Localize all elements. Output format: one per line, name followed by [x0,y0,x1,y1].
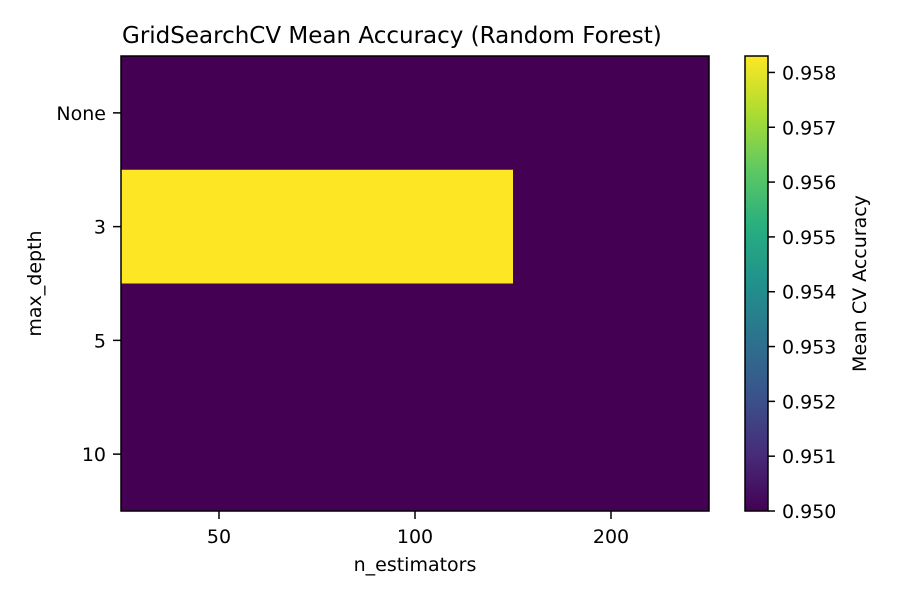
x-tick-label: 100 [397,526,433,548]
colorbar-tick-label: 0.958 [782,62,836,84]
colorbar-ticks: 0.950 0.951 0.952 0.953 0.954 0.955 0.956 0.957… [768,62,836,523]
colorbar-tick-label: 0.951 [782,446,836,468]
heatmap-cell-3-200 [513,169,710,284]
y-axis-label: max_depth [24,230,46,336]
x-tick-label: 50 [207,526,231,548]
heatmap-cell-None-50 [121,56,318,171]
x-tick-label: 200 [593,526,629,548]
heatmap-cell-10-100 [317,397,514,512]
y-tick-label: None [56,103,106,125]
colorbar-tick-label: 0.956 [782,172,836,194]
colorbar-tick-label: 0.953 [782,337,836,359]
heatmap-cell-None-100 [317,56,514,171]
colorbar-tick-label: 0.952 [782,391,836,413]
colorbar-tick-label: 0.954 [782,282,836,304]
y-axis-ticks: None 3 5 10 [56,103,121,466]
colorbar-tick-label: 0.955 [782,227,836,249]
chart-title: GridSearchCV Mean Accuracy (Random Fores… [122,23,662,49]
x-axis-ticks: 50 100 200 [207,511,629,548]
heatmap-cell-5-200 [513,283,710,398]
x-axis-label: n_estimators [354,554,477,576]
heatmap-cell-5-100 [317,283,514,398]
colorbar-tick-label: 0.957 [782,117,836,139]
heatmap-cell-3-100 [317,169,514,284]
heatmap-cell-10-200 [513,397,710,512]
heatmap-cell-5-50 [121,283,318,398]
heatmap-cell-10-50 [121,397,318,512]
heatmap-cells [121,56,710,512]
heatmap-cell-3-50 [121,169,318,284]
y-tick-label: 3 [94,217,106,239]
y-tick-label: 5 [94,330,106,352]
y-tick-label: 10 [82,444,106,466]
colorbar-tick-label: 0.950 [782,501,836,523]
colorbar [744,55,769,512]
heatmap-cell-None-200 [513,56,710,171]
colorbar-label: Mean CV Accuracy [849,195,871,372]
